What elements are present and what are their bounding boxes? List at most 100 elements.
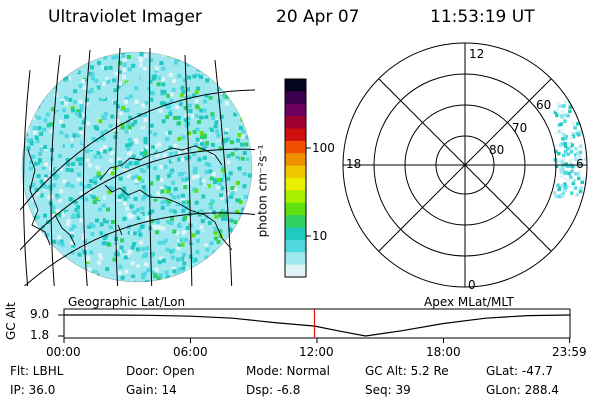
colorbar-swatch [285,91,306,105]
uv-pixel [213,230,218,235]
uv-pixel [220,166,225,171]
uv-pixel [95,126,100,131]
polar-pixel [580,114,584,119]
uv-pixel [47,86,52,91]
uv-pixel [140,151,144,156]
uv-pixel [219,114,224,119]
uv-pixel [214,149,219,154]
uv-pixel [85,211,90,216]
uv-pixel [203,99,207,104]
uv-pixel [72,55,77,60]
uv-pixel [130,213,135,218]
uv-pixel [150,91,155,96]
uv-pixel [168,151,173,156]
polar-pixel [575,131,579,136]
uv-pixel [105,267,110,272]
uv-pixel [180,275,184,280]
uv-pixel [201,118,206,123]
uv-pixel [150,219,155,224]
polar-pixel [575,100,580,105]
uv-pixel [128,125,132,130]
uv-pixel [234,109,239,114]
polar-pixel [569,150,574,154]
polar-pixel [563,188,567,193]
colorbar [284,78,311,278]
uv-pixel [94,196,99,201]
uv-pixel [57,240,62,245]
uv-pixel [66,61,71,66]
uv-pixel [221,138,226,143]
uv-pixel [238,163,243,168]
mlt-label-18: 18 [346,157,362,171]
colorbar-swatch [285,79,306,92]
uv-pixel [108,169,113,174]
uv-pixel [91,137,96,141]
uv-pixel [214,264,219,268]
uv-pixel [191,233,196,238]
uv-pixel [40,68,45,73]
polar-pixel [558,194,562,199]
uv-pixel [209,241,214,246]
uv-pixel [150,209,155,214]
polar-pixel [567,141,571,146]
uv-pixel [103,149,107,154]
uv-pixel [128,94,133,99]
uv-pixel [32,101,37,105]
uv-pixel [85,259,90,264]
polar-pixel [588,182,592,186]
uv-pixel [194,52,199,57]
uv-pixel [42,69,47,74]
uv-pixel [56,263,60,268]
polar-pixel [570,169,574,173]
uv-pixel [31,281,36,282]
polar-pixel [582,121,586,125]
uv-pixel [49,65,54,70]
uv-pixel [222,212,227,217]
uv-pixel [59,172,64,177]
uv-pixel [122,186,127,191]
uv-pixel [149,253,154,258]
uv-pixel [96,85,101,90]
polar-pixel [578,144,583,148]
uv-pixel [237,133,242,137]
polar-pixel [568,105,572,109]
polar-pixel [580,160,584,164]
uv-pixel [192,187,197,192]
uv-pixel [127,182,132,187]
uv-pixel [186,258,191,263]
uv-pixel [94,270,98,275]
uv-pixel [219,130,224,135]
polar-pixel [563,149,568,154]
uv-pixel [233,187,238,192]
uv-pixel [70,106,75,110]
uv-pixel [79,195,84,200]
uv-pixel [120,115,125,120]
uv-pixel [249,125,252,130]
uv-pixel [229,148,234,153]
polar-pixel [584,123,587,127]
uv-pixel [245,157,250,162]
uv-pixel [193,257,198,262]
uv-pixel [45,232,50,237]
uv-pixel [250,226,252,231]
uv-pixel [110,114,115,119]
uv-pixel [136,216,141,221]
uv-pixel [182,78,187,83]
uv-pixel [224,127,229,132]
uv-pixel [201,231,206,236]
uv-pixel [250,86,252,91]
uv-pixel [104,129,109,134]
uv-pixel [118,264,123,269]
uv-pixel [255,96,259,100]
uv-pixel [151,148,156,153]
uv-pixel [138,232,143,237]
uv-pixel [81,78,85,83]
uv-pixel [174,151,178,156]
uv-pixel [132,231,137,236]
uv-pixel [194,200,199,205]
uv-pixel [116,166,121,171]
uv-pixel [202,108,207,113]
uv-pixel [213,124,218,129]
uv-pixel [163,184,168,189]
uv-pixel [222,86,227,91]
